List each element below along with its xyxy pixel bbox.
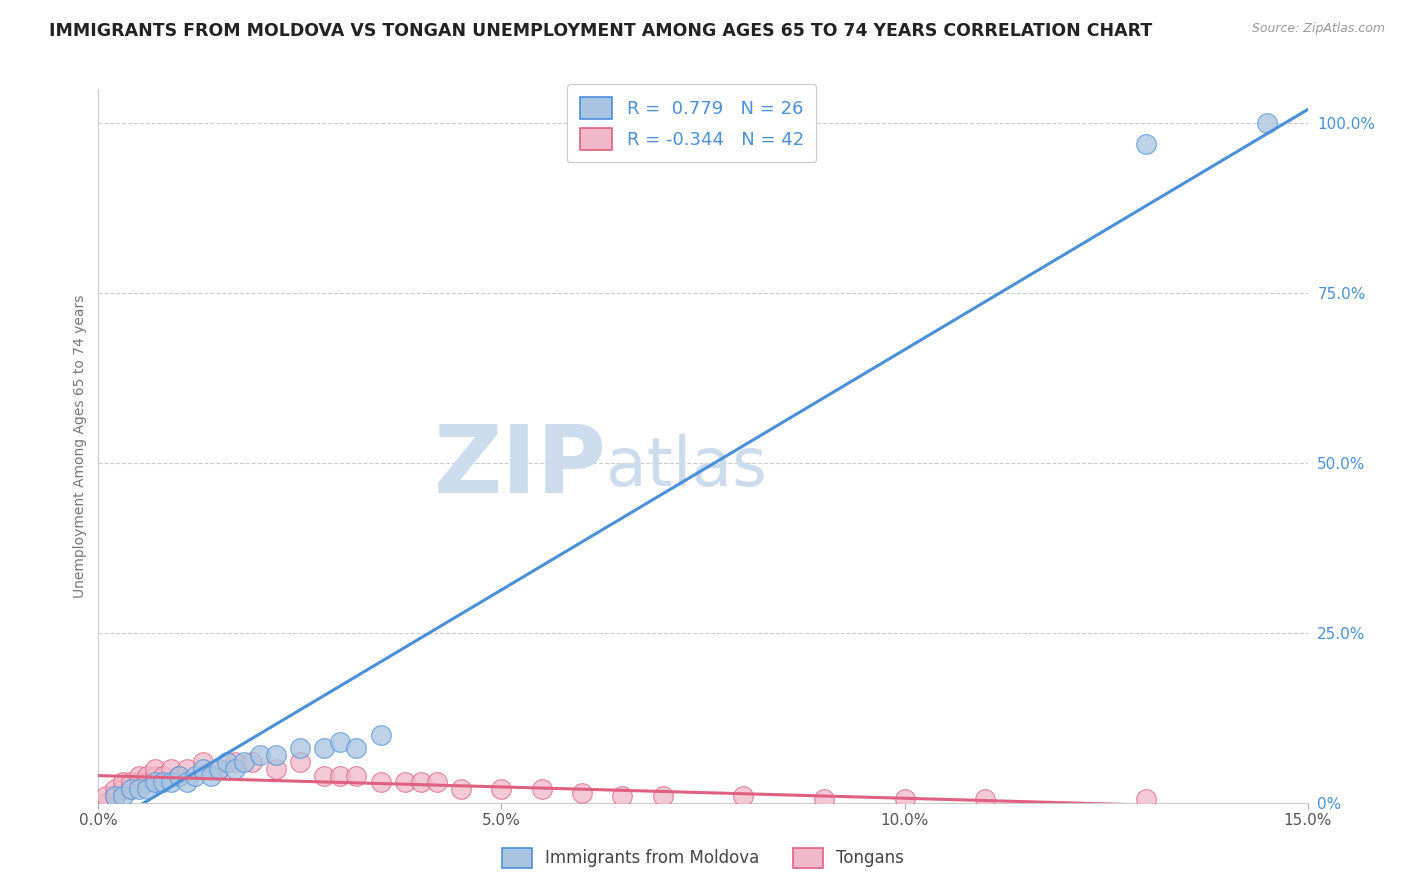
Point xyxy=(329,769,352,783)
Point xyxy=(184,769,207,783)
Point xyxy=(135,769,157,783)
Point xyxy=(240,755,263,769)
Point xyxy=(264,762,287,776)
Point xyxy=(208,762,231,776)
Point xyxy=(394,775,416,789)
Point xyxy=(152,769,174,783)
Point xyxy=(103,789,125,803)
Point xyxy=(152,775,174,789)
Point xyxy=(120,782,142,797)
Point xyxy=(143,762,166,776)
Text: atlas: atlas xyxy=(606,434,768,500)
Point xyxy=(450,782,472,797)
Point xyxy=(314,741,336,756)
Legend: Immigrants from Moldova, Tongans: Immigrants from Moldova, Tongans xyxy=(495,841,911,875)
Point xyxy=(193,762,215,776)
Point xyxy=(249,748,271,763)
Point xyxy=(208,762,231,776)
Point xyxy=(571,786,593,800)
Point xyxy=(370,775,392,789)
Point xyxy=(232,755,254,769)
Point xyxy=(224,755,246,769)
Point xyxy=(128,775,150,789)
Point xyxy=(111,789,134,803)
Point xyxy=(96,789,118,803)
Point xyxy=(96,796,118,810)
Point xyxy=(1135,792,1157,806)
Legend: R =  0.779   N = 26, R = -0.344   N = 42: R = 0.779 N = 26, R = -0.344 N = 42 xyxy=(567,84,817,162)
Point xyxy=(103,789,125,803)
Point xyxy=(128,782,150,797)
Point xyxy=(1256,116,1278,130)
Point xyxy=(160,762,183,776)
Point xyxy=(370,728,392,742)
Point xyxy=(409,775,432,789)
Point xyxy=(974,792,997,806)
Point xyxy=(111,775,134,789)
Point xyxy=(167,769,190,783)
Point xyxy=(160,775,183,789)
Point xyxy=(1135,136,1157,151)
Point xyxy=(128,769,150,783)
Point xyxy=(120,782,142,797)
Point xyxy=(813,792,835,806)
Text: IMMIGRANTS FROM MOLDOVA VS TONGAN UNEMPLOYMENT AMONG AGES 65 TO 74 YEARS CORRELA: IMMIGRANTS FROM MOLDOVA VS TONGAN UNEMPL… xyxy=(49,22,1153,40)
Point xyxy=(224,762,246,776)
Point xyxy=(103,782,125,797)
Point xyxy=(426,775,449,789)
Point xyxy=(893,792,915,806)
Text: ZIP: ZIP xyxy=(433,421,606,514)
Point xyxy=(264,748,287,763)
Point xyxy=(176,762,198,776)
Text: Source: ZipAtlas.com: Source: ZipAtlas.com xyxy=(1251,22,1385,36)
Point xyxy=(200,769,222,783)
Point xyxy=(329,734,352,748)
Point xyxy=(193,755,215,769)
Point xyxy=(344,769,367,783)
Point xyxy=(288,755,311,769)
Point xyxy=(167,769,190,783)
Point xyxy=(135,782,157,797)
Point xyxy=(344,741,367,756)
Point xyxy=(143,769,166,783)
Point xyxy=(491,782,513,797)
Point xyxy=(288,741,311,756)
Point xyxy=(111,782,134,797)
Point xyxy=(651,789,673,803)
Y-axis label: Unemployment Among Ages 65 to 74 years: Unemployment Among Ages 65 to 74 years xyxy=(73,294,87,598)
Point xyxy=(135,775,157,789)
Point xyxy=(314,769,336,783)
Point xyxy=(176,775,198,789)
Point xyxy=(217,755,239,769)
Point xyxy=(530,782,553,797)
Point xyxy=(120,775,142,789)
Point xyxy=(612,789,634,803)
Point xyxy=(143,775,166,789)
Point xyxy=(733,789,755,803)
